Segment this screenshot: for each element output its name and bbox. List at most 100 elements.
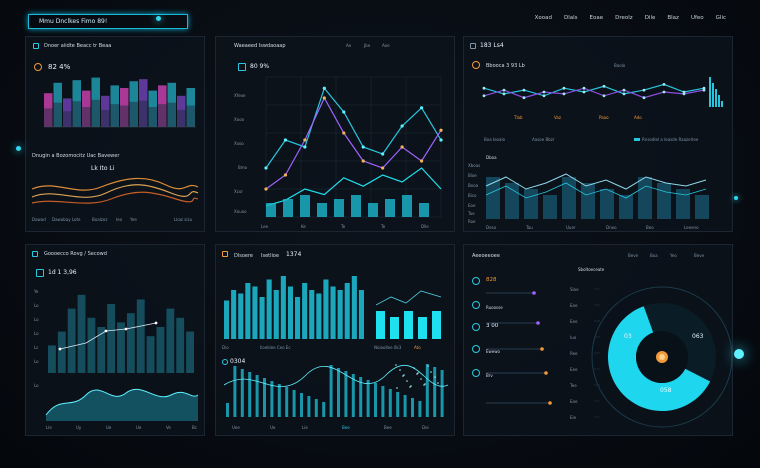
bar xyxy=(136,299,145,373)
scatter-point xyxy=(399,369,401,371)
label-3: Noiaollee 0k3 xyxy=(374,345,402,350)
target-icon xyxy=(34,63,42,71)
spike-bar xyxy=(240,369,244,417)
base-bar xyxy=(317,203,327,217)
value-icon xyxy=(36,269,44,277)
spike-bar xyxy=(411,398,414,417)
scatter-point xyxy=(403,374,405,376)
bar xyxy=(186,331,194,373)
analytics-line-chart xyxy=(482,77,723,141)
series-line xyxy=(265,86,442,169)
bar xyxy=(619,195,633,219)
y-label-1: Xfeoe xyxy=(234,93,246,98)
panel-title: Waeaeed Iswdaoaap xyxy=(234,43,286,49)
app-title[interactable]: Mmu Dnclkes Fimo 89! xyxy=(28,14,188,29)
bar xyxy=(581,183,595,219)
tab-1[interactable]: Beve xyxy=(628,253,639,258)
nav-item-4[interactable]: Dreolz xyxy=(615,15,633,21)
tab-1[interactable]: Ae xyxy=(346,43,352,48)
tab-3[interactable]: Aoe xyxy=(382,43,390,48)
data-point xyxy=(58,347,62,351)
list-item-1[interactable]: 828 xyxy=(486,277,497,283)
x-label-2: Tau xyxy=(526,225,533,230)
data-point xyxy=(342,131,346,135)
donut-bottom-label: 058 xyxy=(660,387,672,394)
panel-title: Goooecco Rovg / Secowd xyxy=(44,251,107,257)
target-icon xyxy=(472,61,480,69)
data-point xyxy=(439,138,443,142)
spike-bar xyxy=(233,366,237,417)
panel-breakdown: Aeeoeeoee Beve Boa Yeo Beve Sboltoeceate… xyxy=(463,244,733,436)
panel-icon xyxy=(222,251,228,257)
list-item-3[interactable]: 3 00 xyxy=(486,323,499,329)
nav-item-6[interactable]: Blaz xyxy=(667,15,679,21)
data-point xyxy=(642,88,646,92)
x-label-3: Uuer xyxy=(566,225,576,230)
bar-shade xyxy=(139,100,148,127)
base-bar xyxy=(351,195,361,217)
bar xyxy=(266,279,272,339)
axis-label-1: Sloe xyxy=(570,287,579,292)
x-label-5: Bee xyxy=(384,425,392,430)
x-label-1: Lee xyxy=(261,224,269,229)
side-bar xyxy=(418,317,427,339)
bar xyxy=(323,279,329,339)
bar xyxy=(97,327,106,373)
spike-bar xyxy=(270,381,274,417)
footer-label-1: Dawad xyxy=(32,217,46,222)
data-point xyxy=(381,152,385,156)
list-item-5[interactable]: Brv xyxy=(486,373,493,378)
chart-tag: Dboa xyxy=(486,155,497,160)
tab-3[interactable]: Yeo xyxy=(670,253,677,258)
nav-item-3[interactable]: Eoae xyxy=(589,15,604,21)
nav-item-1[interactable]: Xooad xyxy=(534,15,552,21)
bar xyxy=(600,189,614,219)
bar-shade xyxy=(53,102,62,127)
footer-label-5: Yee xyxy=(130,217,137,222)
base-bar xyxy=(368,203,378,217)
row-label-1: Tlab xyxy=(514,115,523,120)
data-point xyxy=(419,159,424,163)
side-bar xyxy=(715,89,717,107)
nav-item-8[interactable]: Glic xyxy=(715,15,726,21)
base-bar xyxy=(385,199,395,217)
bar-shade xyxy=(91,99,100,127)
bar xyxy=(57,331,66,373)
nav-item-5[interactable]: Dile xyxy=(644,15,656,21)
data-point xyxy=(264,166,268,170)
series-line xyxy=(265,96,442,190)
donut-slice xyxy=(608,306,711,411)
data-point xyxy=(342,110,346,114)
spike-bar xyxy=(226,403,229,417)
list-item-4[interactable]: Ewewo xyxy=(486,349,500,354)
scatter-point xyxy=(424,383,426,385)
side-bar xyxy=(712,83,714,107)
bar xyxy=(77,294,86,373)
spike-bar xyxy=(277,384,281,417)
data-point xyxy=(381,166,385,170)
scatter-point xyxy=(395,364,397,366)
x-label-1: Deso xyxy=(486,225,497,230)
tab-4[interactable]: Beve xyxy=(694,253,705,258)
data-point xyxy=(104,329,108,333)
circle-icon xyxy=(222,359,228,365)
data-point xyxy=(361,145,365,149)
nav-item-2[interactable]: Dlals xyxy=(564,15,578,21)
data-point xyxy=(562,92,566,96)
y-label-4: Bico xyxy=(468,193,477,198)
scatter-point xyxy=(437,382,439,384)
x-label-5: Ve xyxy=(166,425,171,430)
list-item-2[interactable]: Ruoosse xyxy=(486,305,503,310)
x-label-6: Bc xyxy=(192,425,197,430)
tab-2[interactable]: Boa xyxy=(650,253,658,258)
axis-label-7: Tee xyxy=(570,383,577,388)
tab-2[interactable]: Jbe xyxy=(364,43,371,48)
data-point xyxy=(542,94,546,98)
bar xyxy=(273,290,279,339)
list-icon-5 xyxy=(472,369,480,377)
panel-value: 80 9% xyxy=(250,63,270,70)
nav-item-7[interactable]: Ufeo xyxy=(690,15,704,21)
bar-shade xyxy=(158,104,167,127)
side-bar xyxy=(432,311,441,339)
glow-dot xyxy=(16,146,21,151)
